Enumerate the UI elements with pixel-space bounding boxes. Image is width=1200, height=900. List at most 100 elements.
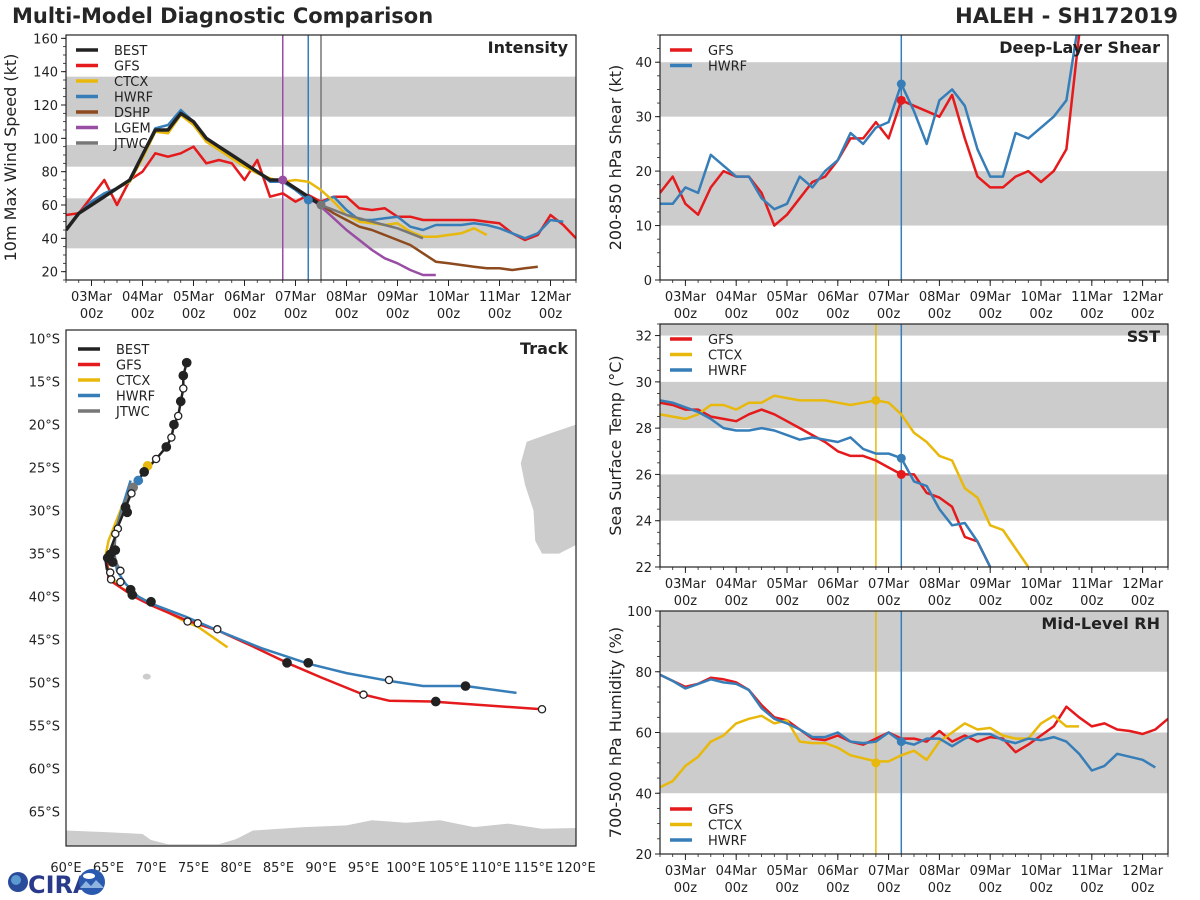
x-tick-label: 04Mar (716, 577, 758, 592)
y-tick-label: 40 (41, 232, 58, 247)
plot-frame (659, 323, 1169, 568)
y-tick-label: 160 (33, 32, 58, 47)
x-tick-label: 00z (488, 307, 512, 322)
lat-tick-label: 45°S (29, 634, 60, 649)
x-tick-label: 00z (979, 594, 1003, 609)
shaded-band (660, 62, 1168, 117)
plot-frame (65, 329, 577, 847)
y-tick-label: 40 (635, 787, 652, 802)
cira-logo: CIRA (8, 869, 105, 898)
x-tick-label: 12Mar (1122, 864, 1164, 879)
x-tick-label: 00z (335, 307, 359, 322)
y-tick-label: 100 (33, 132, 58, 147)
x-tick-label: 00z (1080, 881, 1104, 896)
x-tick-label: 12Mar (1122, 577, 1164, 592)
lon-tick-label: 85°E (263, 861, 294, 876)
x-tick-label: 00z (386, 307, 410, 322)
panel-shear: 0 10 20 30 40 03Mar 00z 04Mar 00z 05Mar 00z 06Mar 00… (606, 34, 1169, 322)
x-tick-label: 09Mar (377, 290, 419, 305)
page-title: Multi-Model Diagnostic Comparison (12, 4, 434, 28)
x-tick-label: 00z (233, 307, 257, 322)
tracks-group (102, 357, 547, 714)
track-point-best (183, 617, 192, 626)
x-tick-label: 11Mar (1071, 864, 1113, 879)
lon-tick-label: 95°E (348, 861, 379, 876)
panel-title: Mid-Level RH (1041, 614, 1160, 633)
x-tick-label: 00z (877, 594, 901, 609)
storm-id: HALEH - SH172019 (955, 4, 1178, 28)
x-tick-label: 00z (775, 307, 799, 322)
marker-ctcx (871, 758, 881, 768)
lon-tick-label: 90°E (305, 861, 336, 876)
panel-title: Intensity (488, 38, 569, 57)
x-tick-label: 06Mar (817, 864, 859, 879)
y-axis-label: 700-500 hPa Humidity (%) (606, 627, 625, 838)
track-point-best (430, 696, 441, 707)
track-point-best (161, 442, 172, 452)
x-tick-label: 00z (539, 307, 563, 322)
panel-title: Deep-Layer Shear (999, 38, 1160, 57)
track-point-best (139, 467, 150, 477)
track-point-best (282, 657, 292, 668)
australia-landmass (520, 424, 576, 554)
x-tick-label: 10Mar (1020, 864, 1062, 879)
track-point-best (175, 396, 186, 407)
x-tick-label: 05Mar (766, 577, 808, 592)
y-axis-label: Sea Surface Temp (°C) (606, 355, 625, 535)
land-group (66, 424, 576, 846)
x-tick-label: 00z (674, 881, 698, 896)
legend-label-ctcx: CTCX (114, 75, 148, 90)
lon-tick-label: 105°E (429, 861, 469, 876)
legend-label-gfs: GFS (708, 333, 734, 348)
x-tick-label: 00z (1131, 307, 1155, 322)
track-point-best (122, 507, 133, 518)
x-tick-label: 00z (826, 307, 850, 322)
y-tick-label: 100 (627, 605, 652, 620)
y-tick-label: 0 (644, 274, 652, 289)
shaded-band (660, 732, 1168, 794)
track-point-best (384, 675, 394, 685)
panel-sst: 22 24 26 28 30 32 03Mar 00z 04Mar 00z 05Mar 00z 06Ma… (606, 323, 1169, 609)
y-tick-label: 80 (635, 666, 652, 681)
x-tick-label: 00z (725, 307, 749, 322)
y-tick-label: 28 (635, 422, 652, 437)
x-tick-label: 04Mar (716, 864, 758, 879)
series-group (660, 394, 1030, 567)
x-tick-label: 09Mar (970, 577, 1012, 592)
x-tick-label: 10Mar (1020, 577, 1062, 592)
panel-intensity: 20 40 60 80 100 120 140 160 03Mar 00z 04Mar 00z 05Ma… (1, 32, 577, 322)
marker-lgem (278, 175, 288, 185)
x-tick-label: 10Mar (1020, 290, 1062, 305)
track-point-best (116, 577, 125, 587)
y-tick-label: 140 (33, 66, 58, 81)
series-line-gfs (660, 35, 1081, 227)
legend-label-hwrf: HWRF (116, 390, 155, 405)
y-tick-label: 120 (33, 99, 58, 114)
x-tick-label: 05Mar (766, 864, 808, 879)
lon-tick-label: 70°E (135, 861, 166, 876)
track-point-best (193, 619, 202, 628)
marker-gfs (896, 95, 906, 105)
lat-tick-label: 10°S (29, 333, 60, 348)
plot-frame (65, 34, 577, 281)
marker-hwrf (303, 195, 313, 205)
legend-label-hwrf: HWRF (708, 60, 747, 75)
marker-hwrf (896, 79, 906, 89)
series-line-gfs (660, 401, 992, 567)
panel-title: SST (1127, 327, 1160, 346)
y-tick-label: 24 (635, 515, 652, 530)
x-tick-label: 00z (1131, 594, 1155, 609)
x-tick-label: 00z (979, 307, 1003, 322)
y-tick-label: 30 (635, 376, 652, 391)
x-tick-label: 00z (1029, 307, 1053, 322)
x-tick-label: 11Mar (1071, 577, 1113, 592)
shaded-band (660, 171, 1168, 226)
legend-label-gfs: GFS (116, 359, 142, 374)
plot-frame (659, 34, 1169, 281)
legend-label-ctcx: CTCX (116, 374, 150, 389)
x-tick-label: 00z (674, 307, 698, 322)
x-tick-label: 00z (928, 881, 952, 896)
lat-tick-label: 15°S (29, 376, 60, 391)
